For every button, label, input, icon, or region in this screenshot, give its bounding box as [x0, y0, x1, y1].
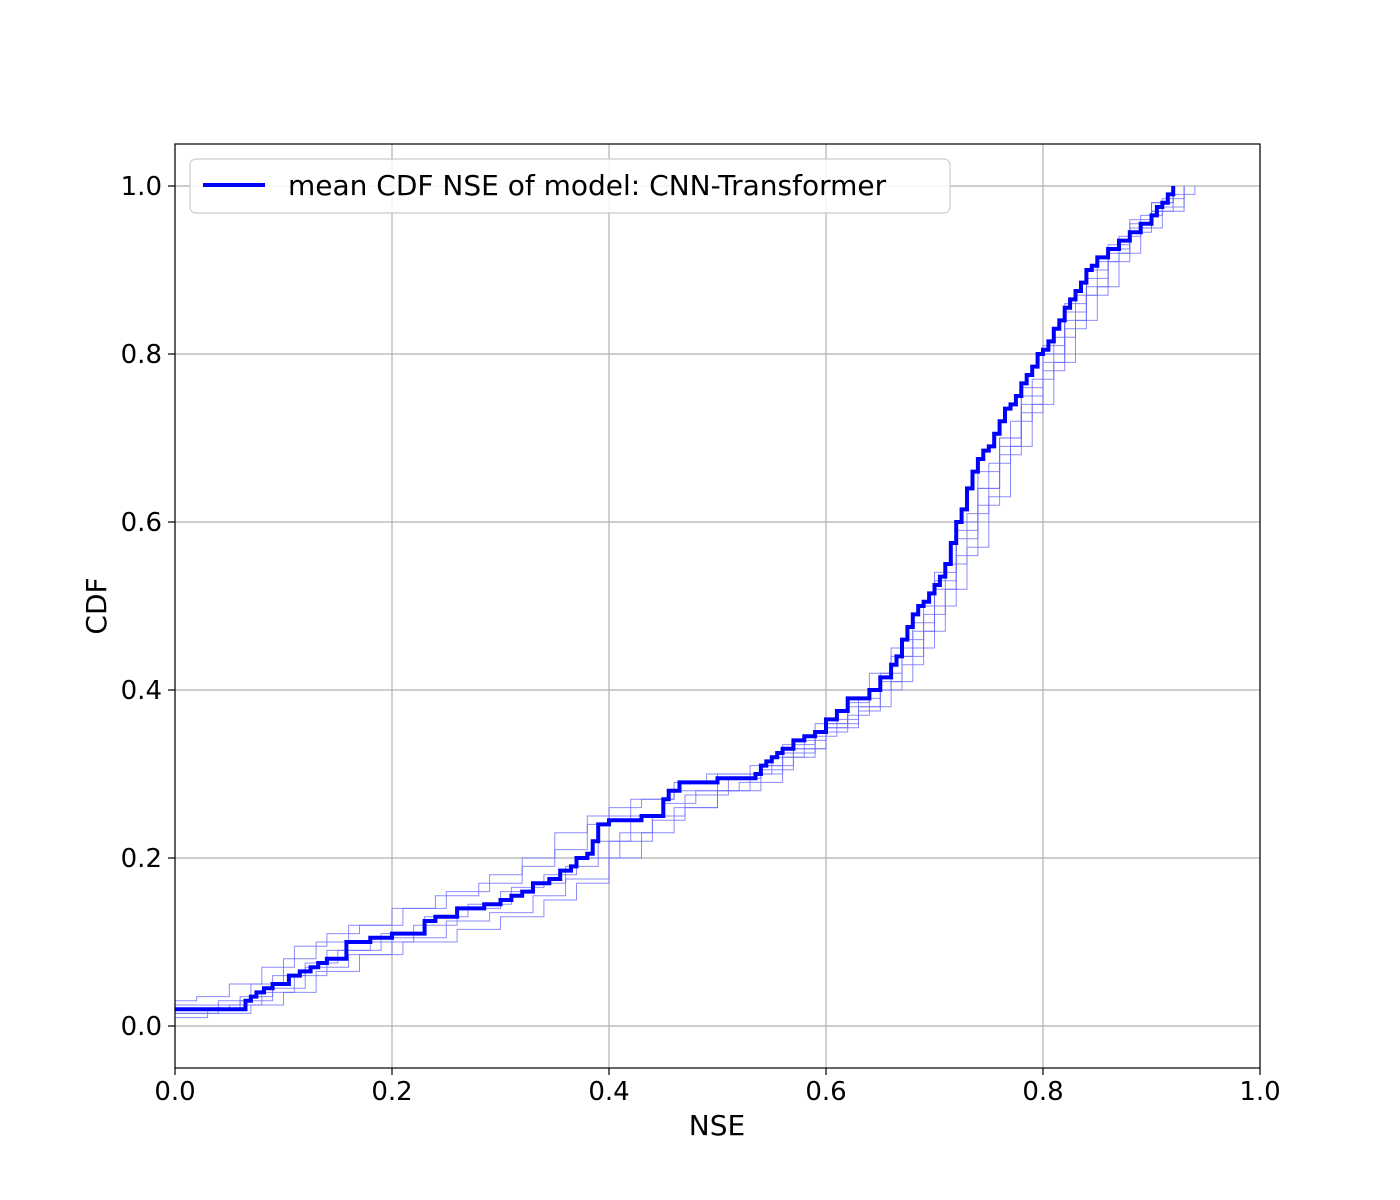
x-tick-label: 0.8	[1022, 1077, 1063, 1107]
y-tick-label: 0.2	[121, 844, 162, 874]
x-tick-label: 0.6	[805, 1077, 846, 1107]
legend: mean CDF NSE of model: CNN-Transformer	[189, 158, 951, 214]
x-tick-label: 0.2	[371, 1077, 412, 1107]
y-axis-ticks: 0.0 0.2 0.4 0.6 0.8 1.0	[121, 172, 175, 1042]
y-axis-label: CDF	[80, 577, 113, 634]
ensemble-cdf-line	[175, 186, 1185, 1014]
ensemble-cdf-line	[175, 186, 1185, 1010]
y-tick-label: 0.4	[121, 676, 162, 706]
x-tick-label: 0.0	[154, 1077, 195, 1107]
ensemble-cdf-line	[175, 186, 1174, 1006]
ensemble-cdf-line	[175, 186, 1196, 1014]
y-tick-label: 0.0	[121, 1012, 162, 1042]
x-tick-label: 1.0	[1239, 1077, 1280, 1107]
y-tick-label: 0.8	[121, 340, 162, 370]
mean-cdf-line	[175, 186, 1176, 1012]
y-tick-label: 1.0	[121, 172, 162, 202]
legend-box	[189, 158, 951, 214]
mean-line-group	[175, 186, 1176, 1012]
x-axis-label: NSE	[689, 1109, 745, 1142]
x-tick-label: 0.4	[588, 1077, 629, 1107]
ensemble-cdf-line	[175, 186, 1174, 1002]
plot-frame	[174, 143, 1261, 1069]
ensemble-lines	[175, 186, 1196, 1019]
ensemble-cdf-line	[175, 186, 1185, 1019]
y-tick-label: 0.6	[121, 508, 162, 538]
legend-entry-mean: mean CDF NSE of model: CNN-Transformer	[288, 169, 887, 202]
x-axis-ticks: 0.0 0.2 0.4 0.6 0.8 1.0	[154, 1068, 1281, 1107]
